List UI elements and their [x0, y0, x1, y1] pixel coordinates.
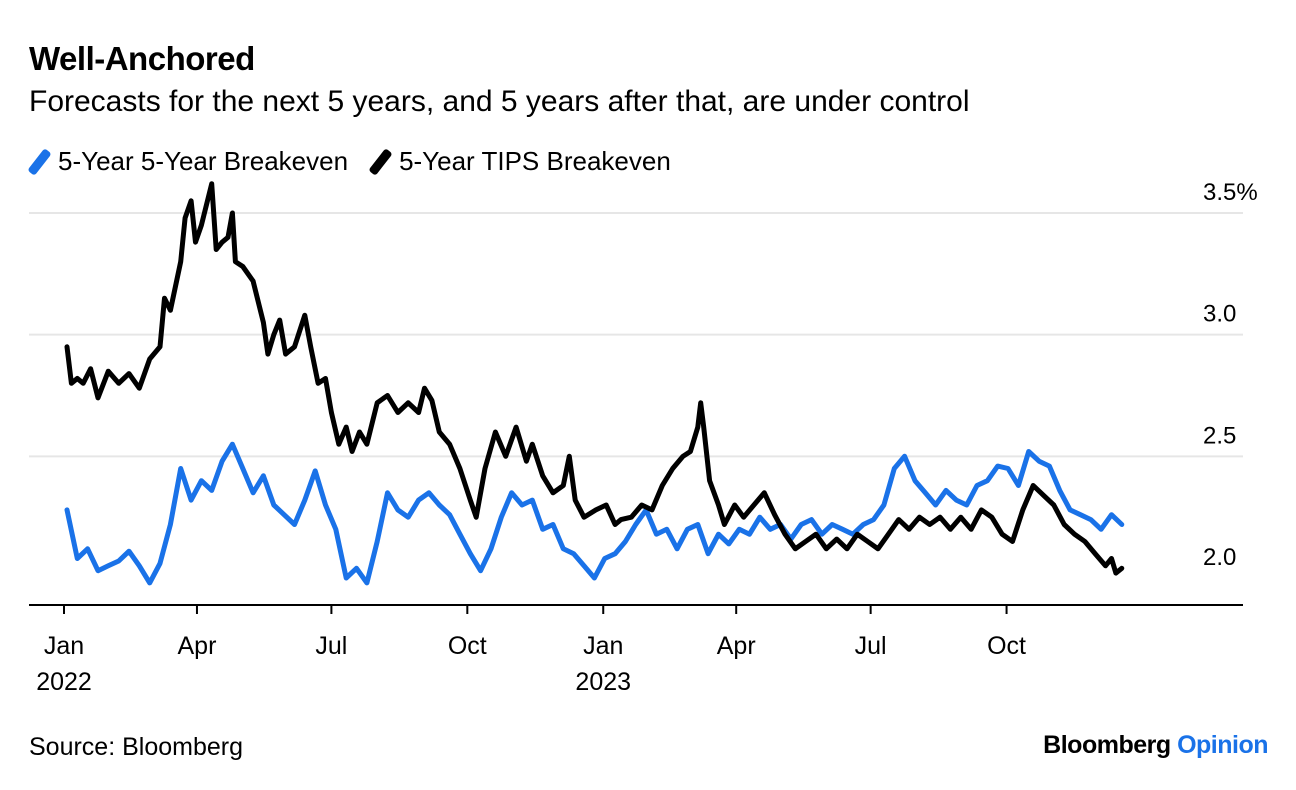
legend-item-5y5y: 5-Year 5-Year Breakeven	[27, 146, 349, 177]
x-tick-label: Jul	[315, 632, 347, 660]
source-note: Source: Bloomberg	[29, 733, 244, 761]
series-line-5y5y-breakeven	[64, 441, 1125, 586]
chart-subtitle: Forecasts for the next 5 years, and 5 ye…	[29, 85, 970, 118]
y-tick-label: 3.0	[1203, 301, 1236, 328]
y-tick-label: 3.5%	[1203, 179, 1258, 206]
x-tick-year-label: 2022	[36, 668, 92, 696]
series-line-5y-tips-breakeven	[64, 181, 1125, 576]
chart-legend: 5-Year 5-Year Breakeven 5-Year TIPS Brea…	[27, 146, 693, 177]
legend-label-tips: 5-Year TIPS Breakeven	[399, 146, 671, 176]
brand-product: Opinion	[1177, 731, 1268, 759]
x-tick-label: Apr	[717, 632, 756, 660]
y-tick-label: 2.5	[1203, 422, 1236, 449]
chart-title: Well-Anchored	[29, 40, 255, 77]
x-tick-label: Jan	[583, 632, 623, 660]
x-tick-year-label: 2023	[575, 668, 631, 696]
legend-item-tips: 5-Year TIPS Breakeven	[368, 146, 671, 177]
y-tick-label: 2.0	[1203, 544, 1236, 571]
x-tick-label: Jul	[855, 632, 887, 660]
x-tick-label: Jan	[44, 632, 84, 660]
x-tick-label: Oct	[987, 632, 1026, 660]
legend-label-5y5y: 5-Year 5-Year Breakeven	[58, 146, 349, 176]
brand-name: Bloomberg	[1043, 731, 1171, 759]
x-tick-label: Oct	[448, 632, 487, 660]
x-tick-label: Apr	[178, 632, 217, 660]
brand-logo: Bloomberg Opinion	[1043, 731, 1268, 760]
